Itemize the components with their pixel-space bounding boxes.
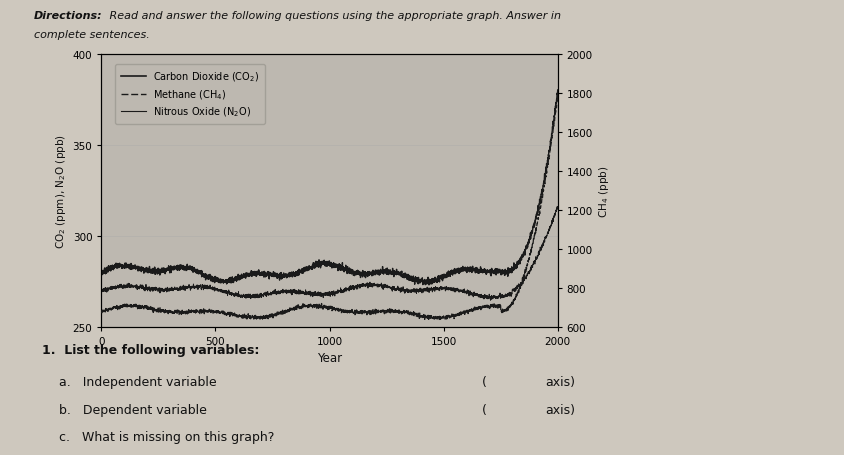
Text: axis): axis) <box>544 375 575 389</box>
Text: axis): axis) <box>544 403 575 416</box>
Text: Directions:: Directions: <box>34 11 102 21</box>
Y-axis label: CO$_2$ (ppm), N$_2$O (ppb): CO$_2$ (ppm), N$_2$O (ppb) <box>54 134 68 248</box>
Text: Read and answer the following questions using the appropriate graph. Answer in: Read and answer the following questions … <box>106 11 560 21</box>
Text: a.   Independent variable: a. Independent variable <box>59 375 217 389</box>
X-axis label: Year: Year <box>316 351 342 364</box>
Legend: Carbon Dioxide (CO$_2$), Methane (CH$_4$), Nitrous Oxide (N$_2$O): Carbon Dioxide (CO$_2$), Methane (CH$_4$… <box>116 65 265 125</box>
Y-axis label: CH$_4$ (ppb): CH$_4$ (ppb) <box>597 165 610 217</box>
Text: (: ( <box>481 403 486 416</box>
Text: c.   What is missing on this graph?: c. What is missing on this graph? <box>59 430 274 443</box>
Text: 1.  List the following variables:: 1. List the following variables: <box>42 344 259 357</box>
Text: complete sentences.: complete sentences. <box>34 30 149 40</box>
Text: (: ( <box>481 375 486 389</box>
Text: b.   Dependent variable: b. Dependent variable <box>59 403 207 416</box>
